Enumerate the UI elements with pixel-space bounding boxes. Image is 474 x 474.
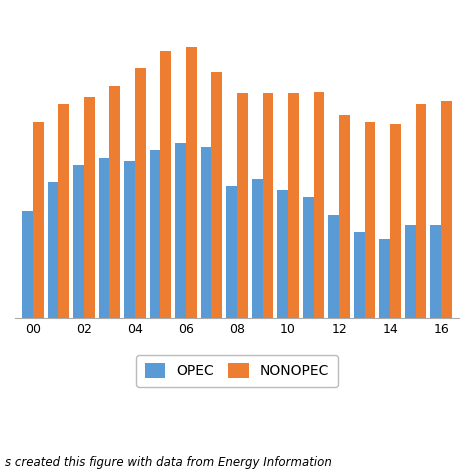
Bar	[379, 239, 390, 318]
Bar	[328, 215, 339, 318]
Bar	[390, 124, 401, 318]
Bar	[277, 190, 288, 318]
Bar	[109, 86, 120, 318]
Bar	[314, 91, 324, 318]
Bar	[416, 104, 426, 318]
Bar	[441, 100, 452, 318]
Bar	[226, 186, 237, 318]
Bar	[237, 93, 248, 318]
Bar	[135, 68, 146, 318]
Bar	[48, 182, 58, 318]
Legend: OPEC, NONOPEC: OPEC, NONOPEC	[136, 355, 338, 387]
Bar	[303, 197, 314, 318]
Bar	[201, 147, 211, 318]
Text: s created this figure with data from Energy Information: s created this figure with data from Ene…	[5, 456, 332, 469]
Bar	[288, 93, 299, 318]
Bar	[160, 51, 171, 318]
Bar	[339, 115, 350, 318]
Bar	[405, 225, 416, 318]
Bar	[430, 225, 441, 318]
Bar	[175, 143, 186, 318]
Bar	[186, 47, 197, 318]
Bar	[58, 104, 69, 318]
Bar	[124, 161, 135, 318]
Bar	[211, 72, 222, 318]
Bar	[33, 122, 44, 318]
Bar	[22, 211, 33, 318]
Bar	[365, 122, 375, 318]
Bar	[99, 157, 109, 318]
Bar	[73, 164, 84, 318]
Bar	[252, 179, 263, 318]
Bar	[354, 232, 365, 318]
Bar	[84, 97, 95, 318]
Bar	[150, 150, 160, 318]
Bar	[263, 93, 273, 318]
